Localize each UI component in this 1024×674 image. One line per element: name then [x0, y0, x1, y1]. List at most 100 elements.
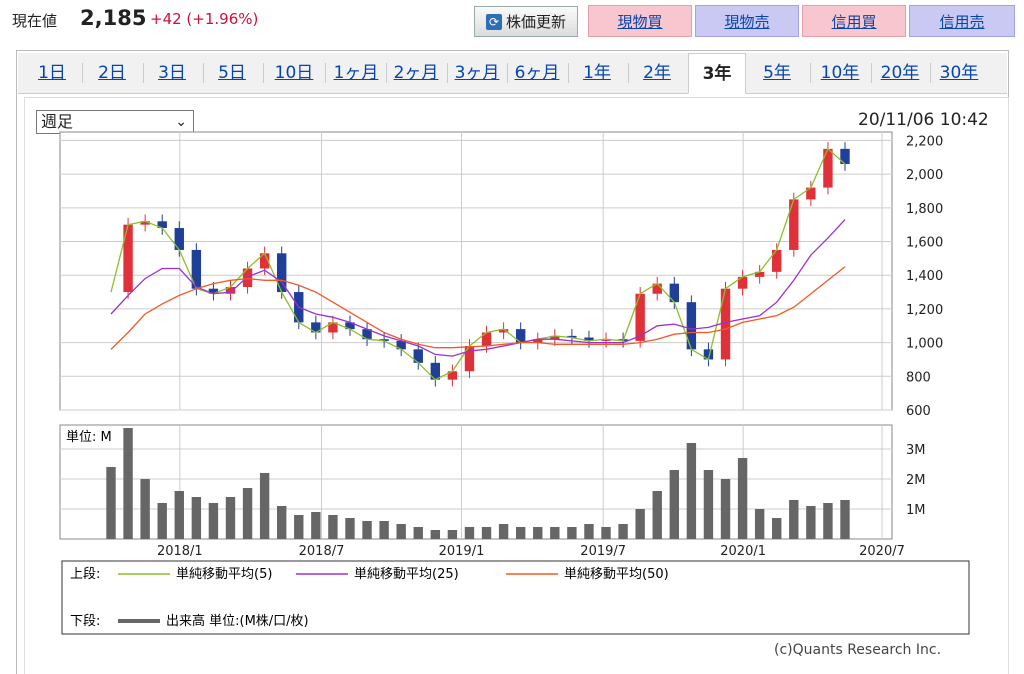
volume-bar: [430, 530, 441, 539]
volume-unit-label: 単位: M: [66, 429, 112, 445]
tab-5y[interactable]: 5年: [763, 63, 791, 83]
volume-bar: [311, 512, 321, 539]
tab-1y[interactable]: 1年: [583, 63, 611, 83]
volume-bar: [259, 473, 270, 539]
tab-3d[interactable]: 3日: [158, 63, 186, 83]
period-tabs: 1日 2日 3日 5日 10日 1ヶ月 2ヶ月 3ヶ月 6ヶ月 1年 2年 3年…: [18, 53, 1007, 94]
candle-body: [669, 283, 679, 303]
price-tick-label: 1,600: [906, 236, 943, 251]
candle-body: [464, 345, 475, 372]
volume-bar: [772, 518, 782, 539]
legend-item-ma25: 単純移動平均(25): [354, 566, 459, 582]
copyright-notice: (c)Quants Research Inc.: [774, 642, 942, 658]
volume-bar: [396, 524, 406, 539]
chevron-down-icon: ⌄: [175, 114, 187, 130]
candle-body: [754, 271, 765, 277]
candle-body: [515, 329, 526, 343]
price-tick-label: 2,000: [906, 168, 943, 183]
volume-bar: [447, 530, 458, 539]
grid: [60, 132, 892, 539]
volume-bar: [208, 503, 219, 539]
tab-3y[interactable]: 3年: [688, 53, 746, 94]
price-tick-label: 2,200: [906, 134, 943, 149]
margin-sell-button[interactable]: 信用売: [909, 5, 1015, 37]
candle-body: [345, 322, 355, 330]
tab-divider: [447, 63, 448, 83]
spot-buy-button[interactable]: 現物買: [588, 5, 692, 37]
tab-10d[interactable]: 10日: [274, 63, 314, 83]
margin-buy-button[interactable]: 信用買: [802, 5, 906, 37]
tab-20y[interactable]: 20年: [880, 63, 920, 83]
legend-box: [61, 560, 970, 635]
volume-bar: [669, 470, 679, 539]
volume-bar: [174, 491, 184, 539]
tab-10y[interactable]: 10年: [820, 63, 860, 83]
tab-divider: [507, 63, 508, 83]
price-tick-label: 1,200: [906, 303, 943, 318]
price-tick-label: 1,400: [906, 269, 943, 284]
volume-plot-area: [59, 424, 893, 540]
legend-item-ma50: 単純移動平均(50): [564, 566, 669, 582]
current-price-label: 現在値: [12, 12, 58, 30]
price-tick-label: 1,800: [906, 202, 943, 217]
refresh-price-button[interactable]: ⟳ 株価更新: [474, 6, 578, 37]
period-select-value: 週足: [41, 112, 74, 131]
volume-bar: [686, 443, 697, 539]
date-axis-ticks: 2018/1 2018/7 2019/1 2019/7 2020/1 2020/7: [157, 544, 905, 559]
candle-body: [789, 199, 799, 250]
date-tick-label: 2019/7: [580, 544, 626, 559]
date-tick-label: 2018/1: [157, 544, 203, 559]
tab-3m[interactable]: 3ヶ月: [454, 63, 500, 83]
quote-header: 現在値 2,185 +42 (+1.96%) ⟳ 株価更新 現物買 現物売 信用…: [0, 0, 1024, 44]
volume-bar: [328, 515, 338, 539]
moving-average-line: [110, 147, 846, 381]
candle-body: [447, 371, 458, 380]
volume-bar: [601, 527, 611, 539]
candle-body: [720, 288, 731, 360]
tab-2d[interactable]: 2日: [98, 63, 126, 83]
volume-bar: [533, 527, 543, 539]
spot-sell-button[interactable]: 現物売: [695, 5, 799, 37]
volume-bar: [242, 488, 253, 539]
volume-bar: [413, 527, 423, 539]
volume-bar: [277, 506, 287, 539]
price-tick-label: 800: [906, 370, 931, 385]
candle-body: [703, 349, 714, 360]
period-select[interactable]: 週足 ⌄: [36, 110, 194, 134]
chart-frame: [24, 97, 1009, 674]
volume-bar: [754, 509, 765, 539]
volume-bar: [191, 497, 202, 539]
volume-bar: [294, 515, 304, 539]
tab-2m[interactable]: 2ヶ月: [393, 63, 439, 83]
price-tick-label: 600: [906, 404, 931, 419]
tab-divider: [871, 63, 872, 83]
tab-divider: [143, 63, 144, 83]
candle-body: [737, 276, 748, 289]
tab-6m[interactable]: 6ヶ月: [514, 63, 560, 83]
date-tick-label: 2020/1: [720, 544, 766, 559]
volume-axis-ticks: 3M 2M 1M: [906, 443, 926, 518]
volume-bar: [225, 497, 236, 539]
volume-bar: [362, 521, 372, 539]
candle-body: [567, 335, 577, 338]
date-tick-label: 2019/1: [439, 544, 485, 559]
volume-bar: [345, 518, 355, 539]
tab-30y[interactable]: 30年: [939, 63, 979, 83]
candle-body: [277, 253, 287, 293]
tab-1m[interactable]: 1ヶ月: [333, 63, 379, 83]
moving-average-line: [110, 266, 846, 350]
tab-divider: [325, 63, 326, 83]
candle-body: [362, 329, 372, 340]
candle-body: [481, 332, 492, 346]
tab-1d[interactable]: 1日: [38, 63, 66, 83]
volume-bar: [618, 524, 628, 539]
candle-body: [157, 221, 167, 229]
legend-lower-label: 下段:: [70, 614, 100, 629]
tab-5d[interactable]: 5日: [218, 63, 246, 83]
date-tick-label: 2018/7: [299, 544, 345, 559]
tab-2y[interactable]: 2年: [643, 63, 671, 83]
volume-bar: [157, 503, 167, 539]
moving-average-line: [110, 219, 846, 357]
candle-body: [840, 148, 850, 165]
